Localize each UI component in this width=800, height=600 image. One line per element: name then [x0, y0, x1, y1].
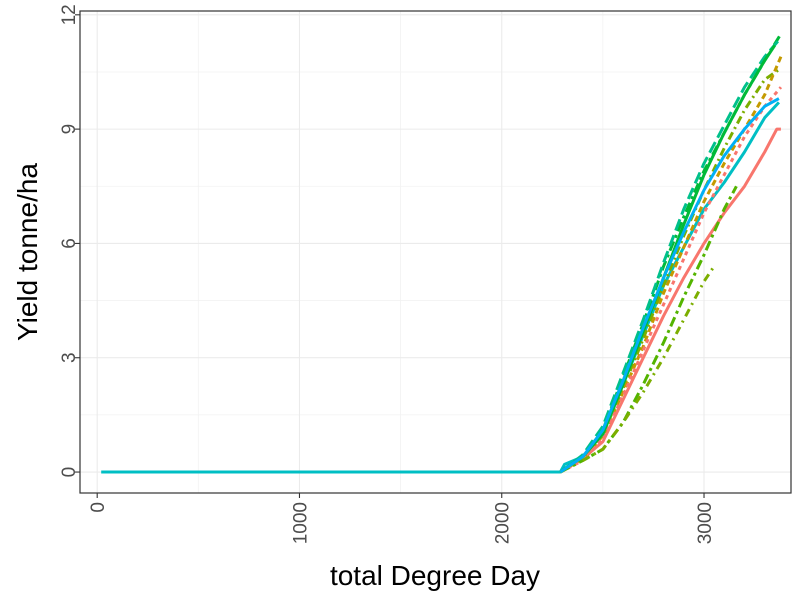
series-line-1: [101, 101, 780, 474]
series-line-9: [581, 265, 716, 462]
y-axis-title: Yield tonne/ha: [12, 163, 43, 341]
axis-ticks: 0 1000 2000 3000 0 3 6 9 12: [59, 4, 716, 544]
series-line-11: [559, 97, 780, 474]
plot-border: [79, 10, 792, 494]
y-tick-label: 9: [59, 124, 80, 135]
x-tick-label: 2000: [493, 502, 514, 544]
y-tick-label: 0: [59, 467, 80, 478]
series-line-10: [559, 44, 777, 474]
series-line-7: [559, 86, 783, 474]
series-line-2: [559, 127, 781, 474]
series-line-8: [559, 185, 738, 474]
series-line-3: [559, 33, 783, 474]
y-tick-label: 12: [59, 4, 80, 25]
y-tick-label: 3: [59, 352, 80, 363]
series-line-4: [559, 36, 783, 474]
x-axis-title: total Degree Day: [330, 560, 540, 591]
x-tick-label: 3000: [695, 502, 716, 544]
series-line-5: [559, 66, 782, 474]
series-layer: [101, 33, 783, 474]
x-tick-label: 1000: [290, 502, 311, 544]
y-tick-label: 6: [59, 238, 80, 249]
x-tick-label: 0: [88, 502, 109, 513]
